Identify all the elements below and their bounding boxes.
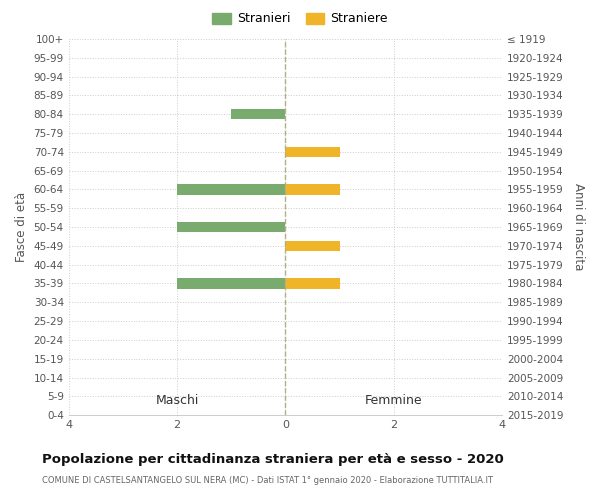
- Bar: [177, 222, 286, 232]
- Y-axis label: Fasce di età: Fasce di età: [15, 192, 28, 262]
- Bar: [286, 278, 340, 288]
- Text: Popolazione per cittadinanza straniera per età e sesso - 2020: Popolazione per cittadinanza straniera p…: [42, 452, 504, 466]
- Bar: [177, 278, 286, 288]
- Bar: [286, 146, 340, 157]
- Bar: [231, 109, 286, 120]
- Legend: Stranieri, Straniere: Stranieri, Straniere: [208, 8, 392, 29]
- Text: Maschi: Maschi: [155, 394, 199, 407]
- Bar: [286, 240, 340, 251]
- Bar: [177, 184, 286, 194]
- Y-axis label: Anni di nascita: Anni di nascita: [572, 184, 585, 271]
- Text: Femmine: Femmine: [365, 394, 422, 407]
- Bar: [286, 184, 340, 194]
- Text: COMUNE DI CASTELSANTANGELO SUL NERA (MC) - Dati ISTAT 1° gennaio 2020 - Elaboraz: COMUNE DI CASTELSANTANGELO SUL NERA (MC)…: [42, 476, 493, 485]
